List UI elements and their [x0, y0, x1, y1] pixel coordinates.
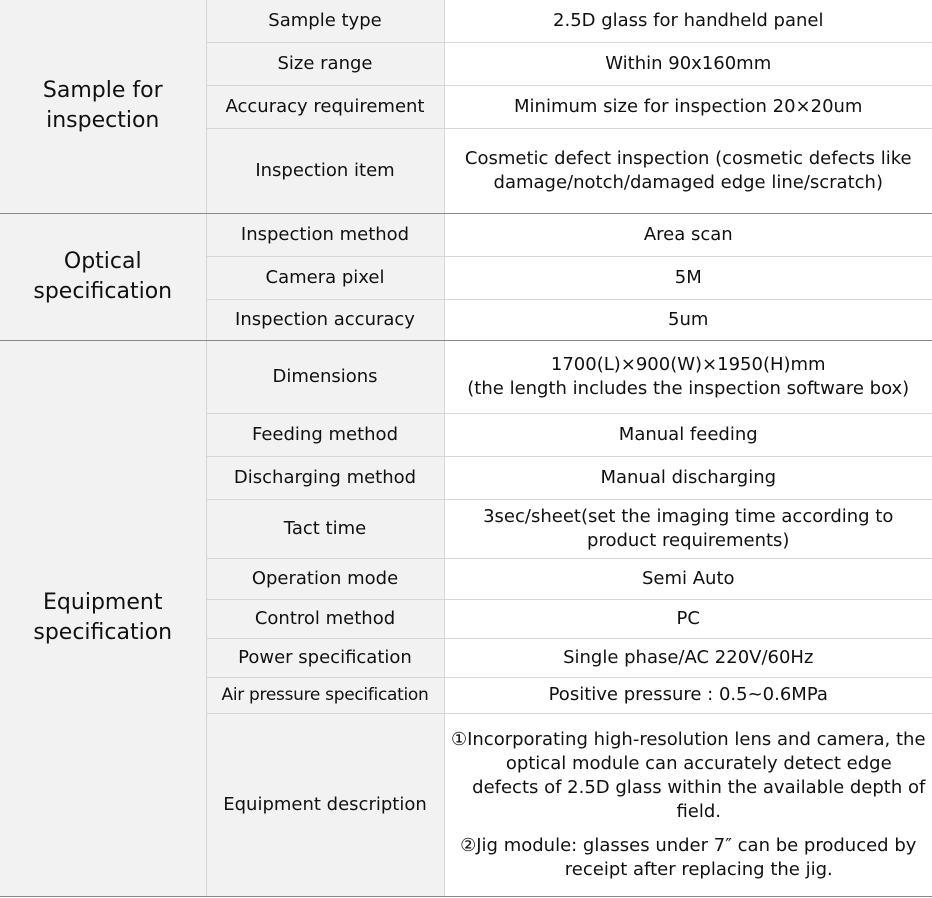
dimensions-value: 1700(L)×900(W)×1950(H)mm	[550, 353, 826, 375]
dimensions-note: (the length includes the inspection soft…	[467, 377, 910, 399]
table-row: Equipment description ①Incorporating hig…	[0, 713, 932, 897]
table-row: Accuracy requirement Minimum size for in…	[0, 85, 932, 129]
table-row: Control method PC	[0, 599, 932, 639]
equipment-description: ①Incorporating high-resolution lens and …	[443, 713, 932, 897]
row-label: Operation mode	[205, 558, 444, 600]
row-value: Cosmetic defect inspection (cosmetic def…	[443, 128, 932, 214]
row-label: Sample type	[205, 0, 444, 43]
table-row: Inspection item Cosmetic defect inspecti…	[0, 128, 932, 214]
row-value: PC	[443, 599, 932, 639]
row-value: Single phase/AC 220V/60Hz	[443, 638, 932, 678]
table-row: Camera pixel 5M	[0, 256, 932, 300]
row-label: Power specification	[205, 638, 444, 678]
row-label: Equipment description	[205, 713, 444, 897]
row-label: Inspection item	[205, 128, 444, 214]
category-sample-for-inspection: Sample for inspection	[0, 0, 206, 214]
table-row: Size range Within 90x160mm	[0, 42, 932, 86]
table-row: Inspection accuracy 5um	[0, 299, 932, 341]
description-item: ②Jig module: glasses under 7″ can be pro…	[460, 834, 917, 880]
table-row: Discharging method Manual discharging	[0, 456, 932, 500]
table-row: Power specification Single phase/AC 220V…	[0, 638, 932, 678]
row-label: Accuracy requirement	[205, 85, 444, 129]
row-value: Semi Auto	[443, 558, 932, 600]
category-equipment-specification: Equipment specification	[0, 340, 206, 897]
row-value: Area scan	[443, 213, 932, 257]
row-label: Air pressure specification	[205, 677, 444, 714]
table-row: Equipment specification Dimensions 1700(…	[0, 340, 932, 897]
row-label: Feeding method	[205, 413, 444, 457]
table-row: Tact time 3sec/sheet(set the imaging tim…	[0, 499, 932, 559]
row-label: Inspection method	[205, 213, 444, 257]
row-value: 1700(L)×900(W)×1950(H)mm (the length inc…	[443, 340, 932, 414]
table-row: Air pressure specification Positive pres…	[0, 677, 932, 714]
row-value: Positive pressure : 0.5~0.6MPa	[443, 677, 932, 714]
row-value: 5M	[443, 256, 932, 300]
row-value: 2.5D glass for handheld panel	[443, 0, 932, 43]
row-label: Control method	[205, 599, 444, 639]
table-row: Optical specification Inspection method …	[0, 213, 932, 341]
row-value: Within 90x160mm	[443, 42, 932, 86]
table-row: Operation mode Semi Auto	[0, 558, 932, 600]
row-label: Size range	[205, 42, 444, 86]
row-label: Dimensions	[205, 340, 444, 414]
row-value: Manual feeding	[443, 413, 932, 457]
row-value: Minimum size for inspection 20×20um	[443, 85, 932, 129]
category-optical-specification: Optical specification	[0, 213, 206, 341]
row-label: Discharging method	[205, 456, 444, 500]
table-row: Feeding method Manual feeding	[0, 413, 932, 457]
row-value: Manual discharging	[443, 456, 932, 500]
row-label: Camera pixel	[205, 256, 444, 300]
description-item: ①Incorporating high-resolution lens and …	[450, 728, 926, 822]
table-row: Sample for inspection Sample type 2.5D g…	[0, 0, 932, 214]
row-value: 3sec/sheet(set the imaging time accordin…	[443, 499, 932, 559]
row-label: Tact time	[205, 499, 444, 559]
row-label: Inspection accuracy	[205, 299, 444, 341]
row-value: 5um	[443, 299, 932, 341]
